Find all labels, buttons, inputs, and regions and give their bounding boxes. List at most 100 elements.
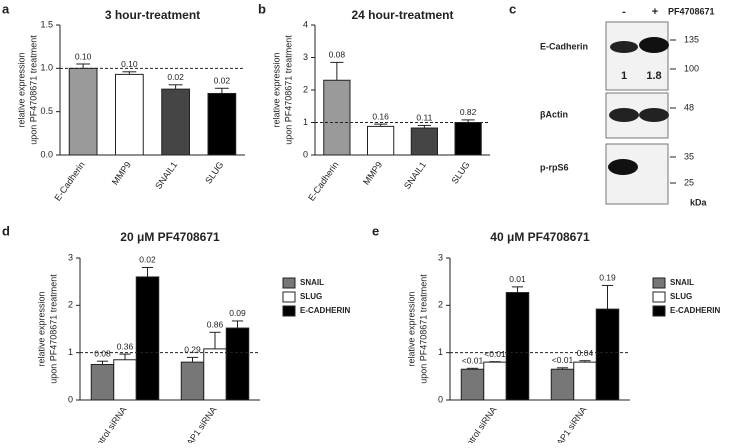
legend-label: E-CADHERIN (300, 306, 350, 315)
p-value: 0.02 (139, 255, 156, 265)
y-axis-label: relative expression (271, 52, 281, 127)
x-tick-label: SNAIL1 (402, 160, 428, 191)
x-tick-label: control siRNA (459, 405, 499, 443)
bar (460, 368, 485, 401)
y-tick-label: 1 (438, 347, 443, 357)
band (609, 108, 639, 122)
band (610, 41, 638, 53)
bar (410, 127, 438, 156)
x-tick-label: MMP9 (110, 160, 133, 187)
x-tick-label: TRAP1 siRNA (178, 405, 219, 443)
y-axis-label: relative expression (406, 291, 416, 366)
band (639, 37, 669, 53)
bar (573, 361, 597, 401)
bar (483, 361, 507, 401)
legend-label: SNAIL (670, 278, 694, 287)
y-tick-label: 3 (68, 252, 73, 262)
x-tick-label: SLUG (203, 160, 225, 186)
x-tick-label: TRAP1 siRNA (548, 405, 589, 443)
p-value: 0.11 (416, 113, 432, 123)
legend-swatch (282, 277, 296, 289)
marker: 100 (684, 63, 699, 73)
y-axis-label: relative expression (36, 291, 46, 366)
bar (595, 308, 620, 401)
y-tick-label: 3 (303, 52, 308, 62)
p-value: 0.10 (75, 51, 92, 61)
p-value: 0.09 (229, 308, 246, 318)
lane-label: + (652, 6, 658, 18)
y-axis-label: upon PF4708671 treatment (418, 274, 428, 384)
p-value: 0.16 (372, 111, 389, 121)
y-tick-label: 0 (303, 149, 308, 159)
marker: 35 (684, 151, 694, 161)
bar (203, 348, 227, 401)
bar (454, 122, 482, 156)
bar (90, 364, 115, 401)
chart-title: 20 μM PF4708671 (120, 230, 220, 244)
x-tick-label: MMP9 (361, 160, 384, 187)
y-tick-label: 0.5 (40, 106, 53, 116)
y-axis-label: relative expression (16, 52, 26, 127)
bar (161, 88, 190, 156)
p-value: 0.02 (167, 72, 184, 82)
band (639, 108, 669, 122)
panel-letter: c (509, 1, 516, 16)
y-tick-label: 0.0 (40, 149, 53, 159)
p-value: 0.01 (509, 274, 526, 284)
legend-label: SLUG (300, 292, 322, 301)
legend-label: SNAIL (300, 278, 324, 287)
x-tick-label: control siRNA (89, 405, 129, 443)
x-tick-label: SNAIL1 (153, 160, 179, 191)
p-value: <0.01 (462, 356, 484, 366)
quantity: 1.8 (646, 70, 661, 82)
treatment-label: PF4708671 (668, 6, 715, 16)
p-value: <0.01 (484, 349, 506, 359)
y-tick-label: 2 (438, 300, 443, 310)
legend-swatch (282, 305, 296, 317)
p-value: 0.82 (460, 107, 477, 117)
x-tick-label: SLUG (449, 160, 471, 186)
blot-strip (605, 143, 669, 205)
panel-letter: e (372, 223, 379, 238)
bar (113, 359, 137, 401)
p-value: 0.19 (599, 273, 616, 283)
p-value: 0.08 (329, 50, 346, 60)
bar (367, 125, 395, 156)
bar (505, 292, 530, 401)
y-tick-label: 1 (68, 347, 73, 357)
bar (135, 276, 160, 401)
y-tick-label: 0 (438, 394, 443, 404)
bar (207, 92, 237, 156)
marker: 135 (684, 34, 699, 44)
y-axis-label: upon PF4708671 treatment (28, 35, 38, 145)
y-tick-label: 2 (68, 300, 73, 310)
y-tick-label: 3 (438, 252, 443, 262)
y-tick-label: 1.0 (40, 63, 53, 73)
p-value: 0.02 (214, 76, 231, 86)
row-label: p-rpS6 (540, 162, 569, 172)
y-tick-label: 2 (303, 84, 308, 94)
x-tick-label: E-Cadherin (306, 160, 340, 203)
bar (323, 79, 351, 156)
y-tick-label: 4 (303, 19, 308, 29)
panel-letter: a (2, 1, 10, 16)
y-tick-label: 1 (303, 117, 308, 127)
legend-label: SLUG (670, 292, 692, 301)
bar (68, 67, 98, 156)
legend-swatch (652, 291, 666, 303)
row-label: βActin (540, 109, 568, 119)
y-tick-label: 0 (68, 394, 73, 404)
y-axis-label: upon PF4708671 treatment (283, 35, 293, 145)
chart-title: 40 μM PF4708671 (490, 230, 590, 244)
blot-panel: c - + PF4708671 1 1.8 E-Cadherin βActin … (509, 1, 715, 207)
quantity: 1 (621, 70, 627, 82)
p-value: 0.29 (184, 345, 201, 355)
band (608, 159, 638, 175)
legend-swatch (652, 277, 666, 289)
legend-swatch (282, 291, 296, 303)
bar (550, 368, 575, 401)
p-value: 0.10 (121, 59, 138, 69)
y-axis-label: upon PF4708671 treatment (48, 274, 58, 384)
row-label: E-Cadherin (540, 41, 588, 51)
